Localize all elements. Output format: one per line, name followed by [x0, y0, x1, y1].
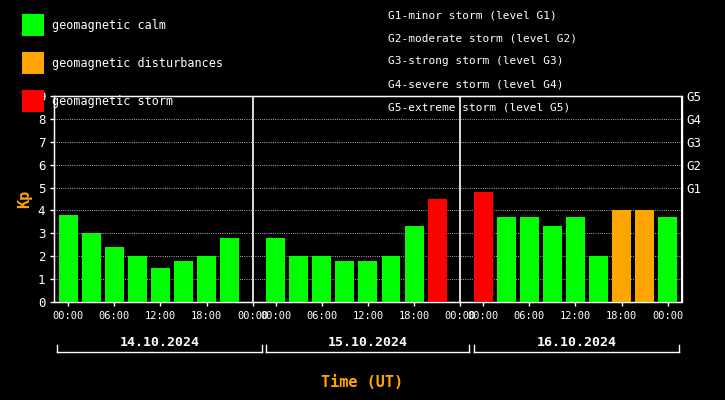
Bar: [520, 217, 539, 302]
Bar: [658, 217, 677, 302]
Bar: [220, 238, 239, 302]
Bar: [428, 199, 447, 302]
Text: 16.10.2024: 16.10.2024: [536, 336, 616, 348]
Bar: [59, 215, 78, 302]
Bar: [405, 226, 423, 302]
Bar: [589, 256, 608, 302]
Y-axis label: Kp: Kp: [17, 190, 33, 208]
Bar: [358, 261, 378, 302]
Text: geomagnetic calm: geomagnetic calm: [52, 18, 166, 32]
Bar: [197, 256, 216, 302]
Text: geomagnetic storm: geomagnetic storm: [52, 94, 173, 108]
Bar: [312, 256, 331, 302]
Bar: [635, 210, 654, 302]
Bar: [566, 217, 585, 302]
Text: 15.10.2024: 15.10.2024: [328, 336, 408, 348]
Bar: [151, 268, 170, 302]
Text: G3-strong storm (level G3): G3-strong storm (level G3): [388, 56, 563, 66]
Text: G1-minor storm (level G1): G1-minor storm (level G1): [388, 10, 557, 20]
Bar: [174, 261, 193, 302]
Bar: [289, 256, 308, 302]
Bar: [128, 256, 147, 302]
Bar: [105, 247, 124, 302]
Bar: [473, 192, 493, 302]
Bar: [612, 210, 631, 302]
Text: 14.10.2024: 14.10.2024: [120, 336, 199, 348]
Text: G5-extreme storm (level G5): G5-extreme storm (level G5): [388, 103, 570, 113]
Text: G2-moderate storm (level G2): G2-moderate storm (level G2): [388, 33, 577, 43]
Text: geomagnetic disturbances: geomagnetic disturbances: [52, 56, 223, 70]
Bar: [381, 256, 400, 302]
Bar: [336, 261, 355, 302]
Bar: [497, 217, 515, 302]
Text: G4-severe storm (level G4): G4-severe storm (level G4): [388, 80, 563, 90]
Text: Time (UT): Time (UT): [321, 375, 404, 390]
Bar: [82, 233, 101, 302]
Bar: [543, 226, 562, 302]
Bar: [266, 238, 285, 302]
